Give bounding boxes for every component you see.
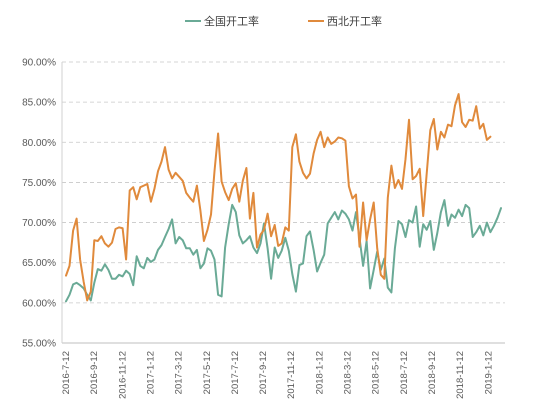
- x-tick-label: 2017-7-12: [230, 351, 241, 394]
- x-tick-label: 2016-9-12: [89, 351, 100, 394]
- x-tick-label: 2017-11-12: [286, 351, 297, 399]
- x-tick-label: 2018-3-12: [343, 351, 354, 394]
- legend-label-national: 全国开工率: [204, 14, 259, 28]
- x-axis-ticks: 2016-7-12 2016-9-12 2016-11-12 2017-1-12 201…: [61, 351, 494, 399]
- x-tick-label: 2018-7-12: [399, 351, 410, 394]
- series-lines: [65, 93, 502, 303]
- y-tick-label: 55.00%: [22, 339, 56, 350]
- x-tick-label: 2017-5-12: [202, 351, 213, 394]
- series-line-national: [65, 199, 502, 303]
- x-tick-label: 2018-1-12: [314, 351, 325, 394]
- y-tick-label: 60.00%: [22, 298, 56, 309]
- legend-label-northwest: 西北开工率: [327, 14, 382, 28]
- x-tick-label: 2018-5-12: [371, 351, 382, 394]
- x-tick-label: 2019-1-12: [483, 351, 494, 394]
- y-tick-label: 65.00%: [22, 258, 56, 269]
- series-line-northwest: [65, 93, 492, 302]
- x-tick-label: 2017-3-12: [174, 351, 185, 394]
- y-tick-label: 85.00%: [22, 98, 56, 109]
- y-tick-label: 75.00%: [22, 178, 56, 189]
- y-axis-ticks: 55.00% 60.00% 65.00% 70.00% 75.00% 80.00% 85.0…: [22, 58, 56, 350]
- x-tick-label: 2016-11-12: [117, 351, 128, 399]
- x-tick-label: 2017-1-12: [145, 351, 156, 394]
- x-tick-label: 2018-11-12: [455, 351, 466, 399]
- x-tick-label: 2018-9-12: [427, 351, 438, 394]
- y-tick-label: 80.00%: [22, 138, 56, 149]
- y-tick-label: 70.00%: [22, 218, 56, 229]
- x-tick-label: 2017-9-12: [258, 351, 269, 394]
- y-tick-label: 90.00%: [22, 58, 56, 69]
- legend: 全国开工率 西北开工率: [185, 14, 382, 28]
- x-tick-label: 2016-7-12: [61, 351, 72, 394]
